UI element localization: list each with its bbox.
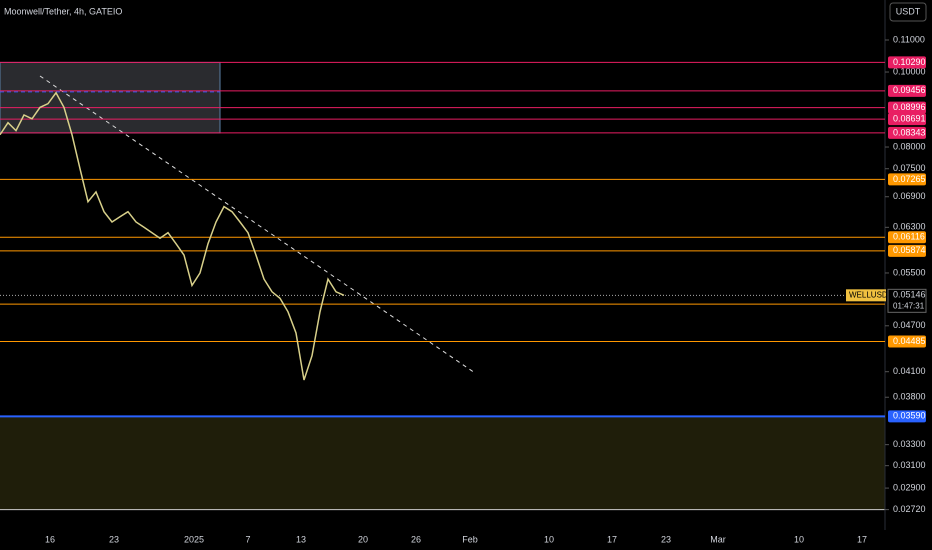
x-tick-label: 17 — [857, 534, 867, 544]
x-tick-label: 23 — [661, 534, 671, 544]
x-tick-label: 20 — [358, 534, 368, 544]
level-label: 0.08343 — [893, 127, 926, 137]
level-label: 0.07265 — [893, 174, 926, 184]
level-badge — [888, 126, 926, 139]
currency[interactable]: USDT — [896, 6, 921, 16]
countdown: 01:47:31 — [893, 301, 925, 310]
chart-title: Moonwell/Tether, 4h, GATEIO — [4, 6, 122, 16]
y-tick-label: 0.10000 — [893, 66, 926, 76]
x-tick-label: 7 — [245, 534, 250, 544]
zones — [0, 61, 885, 511]
y-tick-label: 0.08000 — [893, 141, 926, 151]
level-badge — [888, 231, 926, 244]
x-tick-label: Mar — [710, 534, 726, 544]
x-tick-label: 17 — [607, 534, 617, 544]
level-label: 0.09456 — [893, 85, 926, 95]
level-label: 0.05874 — [893, 245, 926, 255]
y-tick-label: 0.02720 — [893, 504, 926, 514]
level-badge — [888, 113, 926, 126]
level-label: 0.08691 — [893, 114, 926, 124]
y-tick-label: 0.03300 — [893, 439, 926, 449]
y-tick-label: 0.04700 — [893, 320, 926, 330]
x-tick-label: Feb — [462, 534, 478, 544]
level-badge — [888, 173, 926, 186]
level-badge — [888, 101, 926, 114]
y-tick-label: 0.03800 — [893, 392, 926, 402]
supply-zone — [0, 61, 221, 134]
y-tick-label: 0.03100 — [893, 460, 926, 470]
level-label: 0.03590 — [893, 411, 926, 421]
symbol-badge — [846, 289, 886, 302]
level-badge — [888, 410, 926, 423]
level-label: 0.06116 — [893, 232, 925, 242]
y-tick-label: 0.07500 — [893, 163, 926, 173]
y-tick-label: 0.11000 — [893, 34, 925, 44]
demand-zone — [0, 416, 885, 510]
level-badge — [888, 335, 926, 348]
level-label: 0.04485 — [893, 336, 926, 346]
x-tick-label: 10 — [544, 534, 554, 544]
y-tick-label: 0.05500 — [893, 267, 926, 277]
x-tick-label: 16 — [45, 534, 55, 544]
last-price-label: 0.05146 — [893, 290, 926, 300]
y-tick-label: 0.04100 — [893, 366, 926, 376]
level-badge — [888, 56, 926, 69]
level-label: 0.08996 — [893, 102, 926, 112]
x-tick-label: 26 — [411, 534, 421, 544]
currency-button[interactable] — [889, 2, 927, 22]
level-label: 0.10290 — [893, 57, 926, 67]
y-tick-label: 0.06300 — [893, 222, 926, 232]
price-badge — [887, 288, 927, 313]
symbol-label: WELLUSDT — [849, 290, 893, 299]
x-tick-label: 23 — [109, 534, 119, 544]
y-tick-label: 0.02900 — [893, 482, 926, 492]
x-tick-label: 2025 — [184, 534, 204, 544]
x-tick-label: 10 — [794, 534, 804, 544]
y-tick-label: 0.06900 — [893, 191, 926, 201]
level-badge — [888, 84, 926, 97]
price-line — [0, 91, 345, 381]
level-badge — [888, 244, 926, 257]
x-tick-label: 13 — [296, 534, 306, 544]
